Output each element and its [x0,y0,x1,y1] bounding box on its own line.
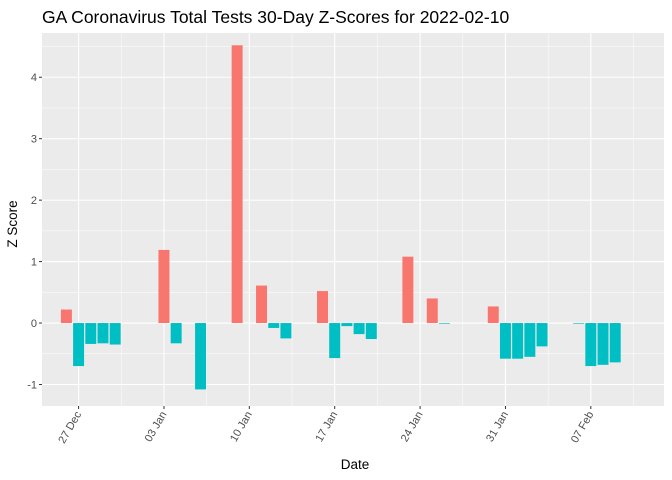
bar [597,323,609,365]
x-axis: 27 Dec 03 Jan 10 Jan 17 Jan 24 Jan 31 Jan 07 F… [56,406,596,446]
y-tick-label: -1 [27,379,37,391]
bar [231,45,243,324]
x-tick-label: 31 Jan [484,410,511,445]
bar [60,309,72,324]
x-tick-label: 10 Jan [228,410,255,445]
bar [426,298,438,324]
x-tick-label: 03 Jan [143,410,170,445]
x-tick-label: 07 Feb [569,410,597,446]
bar [158,249,170,324]
chart-title: GA Coronavirus Total Tests 30-Day Z-Scor… [42,7,509,27]
bar [512,323,524,359]
bar [85,323,97,344]
bars [60,45,621,390]
y-axis: -1 0 1 2 3 4 [27,72,42,391]
bar [487,306,499,324]
bar [73,323,85,367]
bar [109,323,121,345]
x-axis-title: Date [341,457,370,472]
y-axis-title: Z Score [5,200,20,247]
bar [365,323,377,340]
y-tick-label: 1 [31,257,37,269]
bar [329,323,341,359]
x-tick-label: 17 Jan [313,410,340,445]
y-tick-label: 4 [31,72,37,84]
bar [317,291,328,324]
bar [573,323,585,324]
bar [499,323,511,359]
minor-gridlines [42,33,664,406]
bar [609,323,621,363]
plot-panel [42,33,664,406]
y-tick-label: 3 [31,134,37,146]
bar [353,323,365,335]
bar [438,323,450,324]
bar [341,323,353,327]
bar [256,285,268,324]
x-tick-label: 27 Dec [56,409,84,446]
bar [524,323,536,357]
y-tick-label: 2 [31,195,37,207]
bar [268,323,280,328]
bar [536,323,548,347]
bar [585,323,597,367]
bar [195,323,207,390]
bar [170,323,182,344]
bar [402,256,414,324]
y-tick-label: 0 [31,318,37,330]
x-tick-label: 24 Jan [399,410,426,445]
bar [280,323,292,339]
bar [97,323,109,344]
